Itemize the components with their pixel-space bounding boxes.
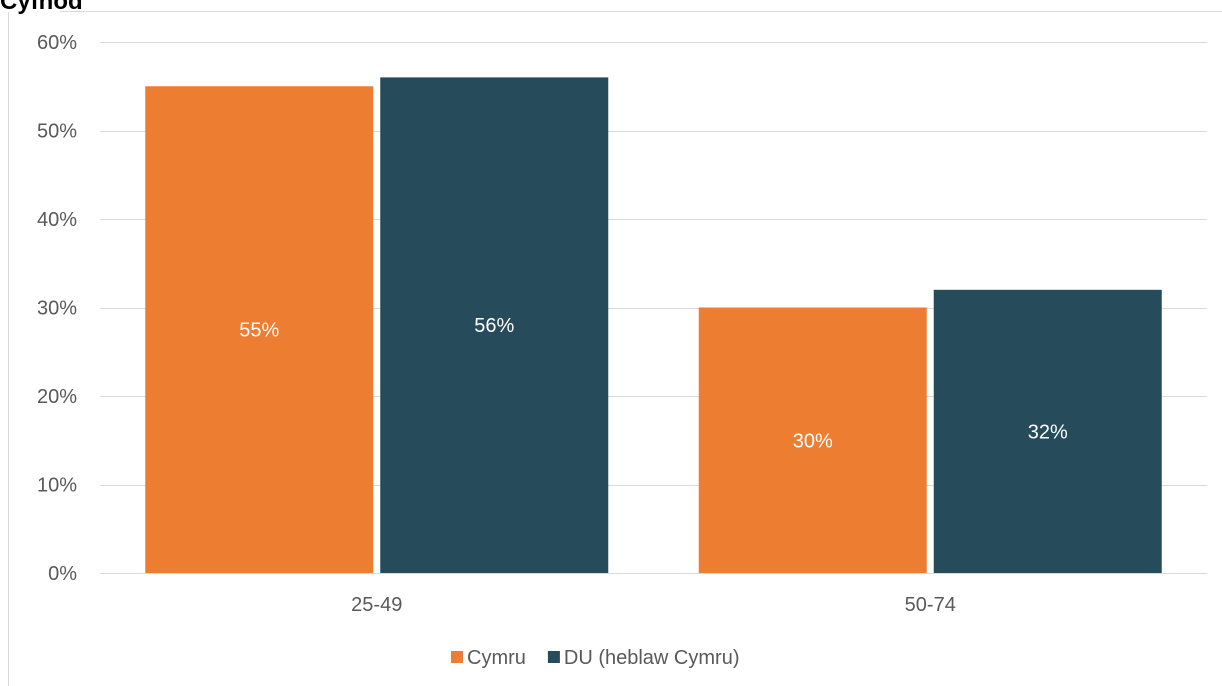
bar-value-label: 30% xyxy=(793,430,833,452)
y-tick-label: 0% xyxy=(48,563,77,585)
y-tick-label: 10% xyxy=(37,475,77,497)
bar-value-label: 32% xyxy=(1028,421,1068,443)
bar-value-label: 56% xyxy=(474,315,514,337)
bars xyxy=(145,77,1162,574)
x-tick-label: 50-74 xyxy=(905,594,956,616)
bar xyxy=(698,307,927,573)
legend-label: Cymru xyxy=(467,647,526,669)
legend-label: DU (heblaw Cymru) xyxy=(564,647,740,669)
bar xyxy=(380,77,609,574)
y-tick-label: 20% xyxy=(37,386,77,408)
bar xyxy=(145,86,374,573)
y-tick-label: 40% xyxy=(37,209,77,231)
y-axis-ticks: 0% 10% 20% 30% 40% 50% 60% xyxy=(37,32,77,585)
x-tick-label: 25-49 xyxy=(351,594,402,616)
y-tick-label: 50% xyxy=(37,121,77,143)
y-tick-label: 30% xyxy=(37,298,77,320)
bar xyxy=(933,289,1162,573)
legend-swatch xyxy=(547,651,560,663)
bar-value-label: 55% xyxy=(239,320,279,342)
y-tick-label: 60% xyxy=(37,32,77,54)
legend: Cymru DU (heblaw Cymru) xyxy=(451,647,739,669)
x-axis-ticks: 25-49 50-74 xyxy=(351,594,956,616)
data-labels: 55% 56% 30% 32% xyxy=(239,315,1068,452)
legend-swatch xyxy=(451,651,463,663)
